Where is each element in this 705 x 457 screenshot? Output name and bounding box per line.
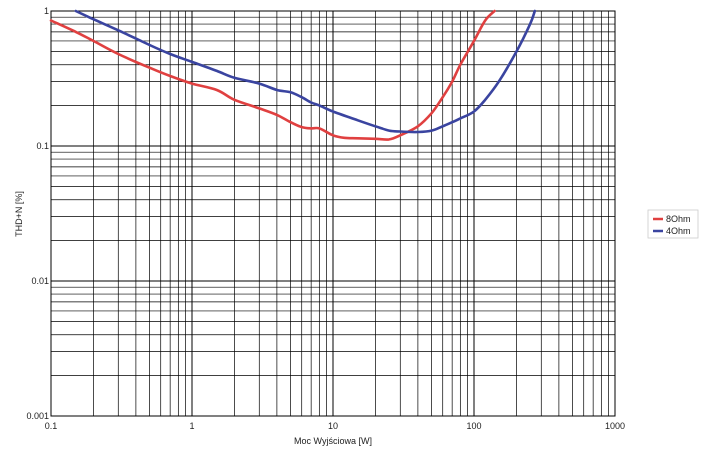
series-line-4ohm <box>74 9 537 134</box>
y-axis-title: THD+N [%] <box>14 191 24 237</box>
legend-label-8ohm: 8Ohm <box>666 214 691 224</box>
x-tick-label: 0.1 <box>45 421 58 431</box>
y-tick-label: 0.1 <box>36 141 49 151</box>
x-tick-label: 1000 <box>605 421 625 431</box>
grid <box>51 11 615 416</box>
legend: 8Ohm 4Ohm <box>647 209 699 239</box>
legend-label-4ohm: 4Ohm <box>666 226 691 236</box>
y-tick-label: 1 <box>44 6 49 16</box>
series-layer <box>49 9 537 141</box>
y-tick-label: 0.01 <box>31 276 49 286</box>
x-tick-label: 1 <box>189 421 194 431</box>
x-tick-label: 10 <box>328 421 338 431</box>
y-tick-label: 0.001 <box>26 411 49 421</box>
plot-frame <box>50 10 616 417</box>
y-tick-labels: 0.001 0.01 0.1 1 <box>26 6 49 421</box>
legend-box <box>647 209 699 239</box>
series-line-8ohm <box>49 9 496 141</box>
x-tick-labels: 0.1 1 10 100 1000 <box>45 421 625 431</box>
x-axis-title: Moc Wyjściowa [W] <box>294 436 372 446</box>
x-tick-label: 100 <box>466 421 481 431</box>
